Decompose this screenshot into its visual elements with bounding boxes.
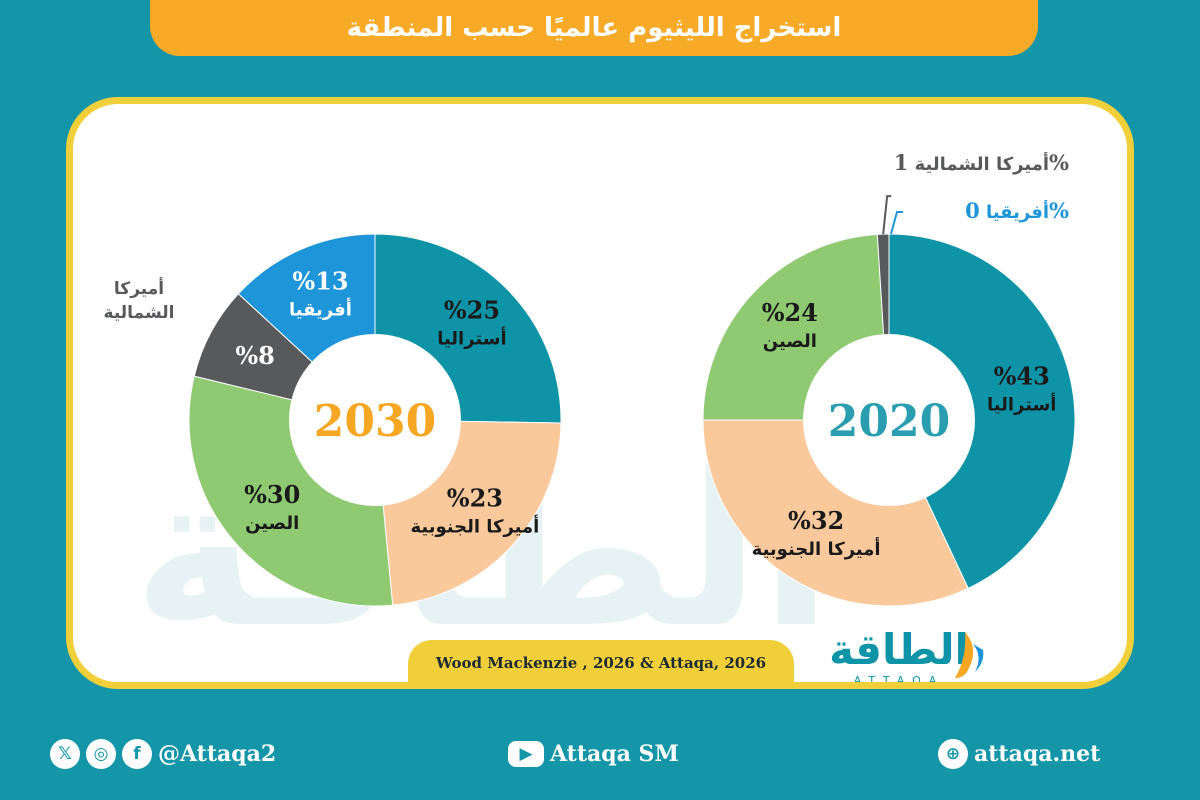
value-label-africa-2030: %13 (292, 266, 348, 295)
title-bar: استخراج الليثيوم عالميًا حسب المنطقة (150, 0, 1038, 56)
region-label-china-2020: الصين (763, 331, 817, 352)
youtube-link: ▶ Attaqa SM (508, 736, 679, 772)
value-label-china-2030: %30 (244, 480, 300, 509)
social-handle[interactable]: @Attaqa2 (158, 741, 277, 767)
instagram-icon[interactable]: ◎ (86, 739, 116, 769)
region-label-north-america-2030: أميركا الشمالية (104, 277, 175, 323)
chart-title: استخراج الليثيوم عالميًا حسب المنطقة (346, 13, 842, 43)
source-text: Wood Mackenzie , 2026 & Attaqa, 2026 (435, 654, 767, 672)
region-label-south-america-2030: أميركا الجنوبية (410, 514, 539, 537)
region-label-africa-2030: أفريقيا (289, 297, 352, 320)
slice-australia-2020 (888, 233, 1076, 589)
logo-drop-icon (973, 644, 984, 672)
leader-africa-2020 (890, 211, 903, 235)
year-label-2030: 2030 (314, 396, 436, 447)
youtube-icon[interactable]: ▶ (508, 741, 544, 767)
region-label-australia-2020: أستراليا (987, 392, 1056, 415)
leader-north-america-2020 (882, 195, 892, 235)
youtube-channel[interactable]: Attaqa SM (550, 741, 679, 767)
globe-icon[interactable]: ⊕ (938, 739, 968, 769)
callout-north-america-2020: أميركا الشمالية 1% (894, 150, 1069, 175)
value-label-australia-2030: %25 (444, 296, 500, 325)
logo-arabic: الطاقة (829, 625, 969, 674)
region-label-china-2030: الصين (245, 513, 299, 534)
value-label-south-america-2020: %32 (788, 506, 844, 535)
website-url[interactable]: attaqa.net (974, 741, 1101, 767)
value-label-china-2020: %24 (762, 298, 818, 327)
donut-hole-2030 (289, 334, 461, 506)
region-label-australia-2030: أستراليا (437, 327, 506, 350)
value-label-north-america-2030: %8 (235, 341, 275, 370)
value-label-south-america-2030: %23 (447, 483, 503, 512)
website-link: ⊕ attaqa.net (938, 736, 1100, 772)
region-label-south-america-2020: أميركا الجنوبية (752, 537, 881, 560)
callout-africa-2020: أفريقيا 0% (965, 198, 1069, 223)
social-links: 𝕏 ◎ f @Attaqa2 (50, 736, 276, 772)
x-icon[interactable]: 𝕏 (50, 739, 80, 769)
logo-latin: ATTAQA (854, 674, 945, 687)
value-label-australia-2020: %43 (994, 361, 1050, 390)
year-label-2020: 2020 (828, 396, 950, 447)
source-pill: Wood Mackenzie , 2026 & Attaqa, 2026 (408, 640, 794, 686)
donut-hole-2020 (803, 334, 975, 506)
logo-flame-icon (955, 632, 974, 678)
facebook-icon[interactable]: f (122, 739, 152, 769)
